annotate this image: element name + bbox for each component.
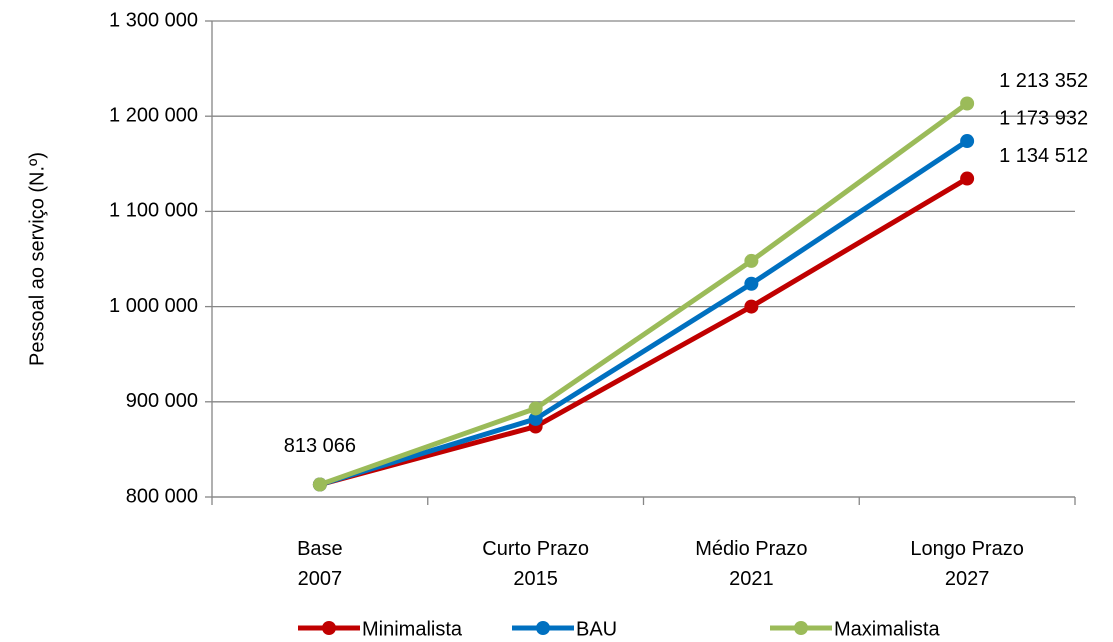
- x-tick-label: Médio Prazo 2021: [695, 538, 807, 590]
- data-label: 813 066: [284, 435, 356, 457]
- data-point: [960, 96, 975, 111]
- legend-label: Minimalista: [362, 618, 463, 640]
- y-tick-label: 1 100 000: [109, 200, 198, 222]
- x-tick-label: Curto Prazo 2015: [482, 538, 589, 590]
- legend-marker: [536, 621, 550, 635]
- series-line: [319, 176, 969, 487]
- data-point: [312, 477, 327, 492]
- y-axis-label: Pessoal ao serviço (N.º): [26, 152, 48, 366]
- data-label: 1 173 932: [999, 107, 1088, 129]
- y-tick-label: 800 000: [126, 485, 198, 507]
- data-point: [960, 134, 975, 149]
- data-point: [744, 299, 759, 314]
- data-point: [528, 411, 543, 426]
- y-tick-label: 1 200 000: [109, 104, 198, 126]
- legend-marker: [794, 621, 808, 635]
- y-tick-label: 1 000 000: [109, 295, 198, 317]
- data-point: [960, 171, 975, 186]
- x-tick-label: Longo Prazo 2027: [910, 538, 1023, 590]
- y-tick-label: 1 300 000: [109, 9, 198, 31]
- y-tick-label: 900 000: [126, 390, 198, 412]
- legend-marker: [322, 621, 336, 635]
- series-line: [319, 101, 969, 487]
- data-point: [528, 401, 543, 416]
- data-label: 1 134 512: [999, 145, 1088, 167]
- x-tick-label: Base 2007: [297, 538, 343, 590]
- data-point: [744, 253, 759, 268]
- series-line: [319, 138, 969, 487]
- data-point: [744, 276, 759, 291]
- legend-label: BAU: [576, 618, 617, 640]
- legend-label: Maximalista: [834, 618, 940, 640]
- data-label: 1 213 352: [999, 70, 1088, 92]
